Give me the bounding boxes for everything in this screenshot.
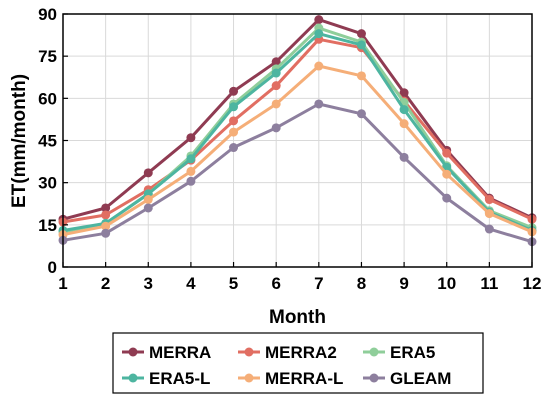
grid-lines (62, 13, 533, 268)
data-point-era5-l (229, 102, 239, 112)
legend: MERRA MERRA2 ERA5 ERA5-L MERRA-L GLEAM (112, 332, 484, 394)
series-merra2 (58, 34, 537, 227)
data-point-merra (271, 57, 281, 67)
legend-swatch-marker (244, 347, 254, 357)
y-tick-label: 60 (38, 89, 57, 108)
y-axis-ticks: 0 15 30 45 60 75 90 (38, 5, 68, 277)
x-tick-label: 6 (271, 274, 280, 293)
data-point-merra (356, 29, 366, 39)
x-tick-label: 12 (523, 274, 542, 293)
x-tick-label: 11 (480, 274, 498, 293)
data-point-merra (101, 203, 111, 213)
data-point-era5-l (186, 154, 196, 164)
legend-label: MERRA (149, 343, 211, 362)
legend-label: ERA5-L (149, 369, 210, 388)
data-point-merra (186, 133, 196, 143)
series-line-era5 (62, 26, 533, 234)
x-tick-label: 8 (357, 274, 366, 293)
series-line-era5-l (62, 32, 533, 232)
legend-swatch-marker (128, 347, 138, 357)
legend-item-merra-l: MERRA-L (238, 369, 343, 388)
data-point-merra2 (229, 116, 239, 126)
data-point-merra2 (442, 148, 452, 158)
data-point-merra-l (356, 71, 366, 81)
x-tick-label: 5 (229, 274, 238, 293)
data-point-era5-l (271, 68, 281, 78)
y-tick-label: 45 (38, 132, 57, 151)
series-line-merra (62, 18, 533, 221)
x-axis-ticks: 1 2 3 4 5 6 7 8 9 10 11 12 (58, 262, 541, 293)
series-merra-l (58, 61, 537, 240)
data-point-gleam (484, 224, 494, 234)
x-tick-label: 7 (314, 274, 323, 293)
data-point-era5-l (314, 29, 324, 39)
data-point-merra-l (229, 127, 239, 137)
data-point-gleam (143, 203, 153, 213)
legend-item-era5-l: ERA5-L (122, 369, 210, 388)
data-point-gleam (399, 152, 409, 162)
data-point-era5-l (356, 40, 366, 50)
series-era5-l (58, 29, 537, 235)
data-point-era5-l (399, 105, 409, 115)
data-point-gleam (186, 176, 196, 186)
series-line-gleam (62, 102, 533, 244)
series-line-merra2 (62, 37, 533, 224)
y-tick-label: 90 (38, 5, 57, 24)
x-tick-label: 9 (399, 274, 408, 293)
x-tick-label: 4 (186, 274, 196, 293)
x-tick-label: 1 (58, 274, 67, 293)
data-point-merra (143, 168, 153, 178)
legend-item-merra2: MERRA2 (238, 343, 337, 362)
series-line-merra-l (62, 64, 533, 237)
y-tick-label: 15 (38, 216, 57, 235)
legend-swatch-marker (369, 347, 379, 357)
y-tick-label: 75 (38, 47, 57, 66)
data-point-merra2 (271, 81, 281, 91)
y-tick-label: 0 (48, 258, 57, 277)
data-point-merra (314, 15, 324, 25)
y-tick-label: 30 (38, 174, 57, 193)
legend-swatch-marker (128, 373, 138, 383)
legend-label: ERA5 (390, 343, 435, 362)
data-point-merra-l (314, 61, 324, 71)
legend-box (112, 332, 484, 394)
data-point-merra (399, 88, 409, 98)
legend-swatch-marker (244, 373, 254, 383)
data-point-gleam (442, 193, 452, 203)
x-tick-label: 2 (101, 274, 110, 293)
data-point-merra-l (186, 166, 196, 176)
data-point-gleam (356, 109, 366, 119)
y-axis-label: ET(mm/month) (9, 74, 30, 208)
data-point-gleam (314, 99, 324, 109)
series-lines (58, 15, 537, 247)
x-tick-label: 10 (437, 274, 456, 293)
legend-label: MERRA2 (265, 343, 337, 362)
data-point-gleam (101, 228, 111, 238)
data-point-merra-l (271, 99, 281, 109)
x-tick-label: 3 (144, 274, 153, 293)
legend-label: GLEAM (390, 369, 451, 388)
legend-swatch-marker (369, 373, 379, 383)
legend-item-gleam: GLEAM (363, 369, 451, 388)
x-axis-label: Month (269, 307, 326, 328)
data-point-gleam (229, 143, 239, 153)
data-point-merra2 (101, 210, 111, 220)
data-point-merra-l (101, 221, 111, 231)
legend-label: MERRA-L (265, 369, 343, 388)
data-point-merra-l (143, 195, 153, 205)
series-era5 (58, 23, 537, 237)
legend-item-era5: ERA5 (363, 343, 435, 362)
data-point-merra2 (484, 195, 494, 205)
data-point-merra-l (484, 209, 494, 219)
data-point-merra (229, 86, 239, 96)
legend-item-merra: MERRA (122, 343, 211, 362)
data-point-merra-l (442, 169, 452, 179)
data-point-merra-l (399, 119, 409, 129)
data-point-gleam (271, 123, 281, 133)
